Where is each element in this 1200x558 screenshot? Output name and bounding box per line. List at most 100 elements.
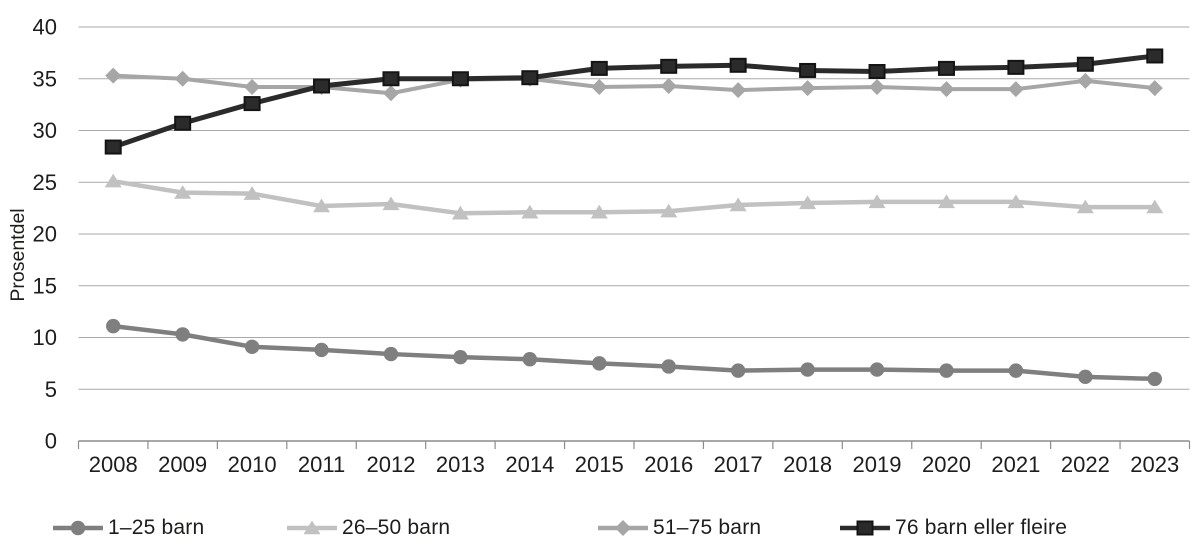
legend-label: 76 barn eller fleire (895, 516, 1068, 539)
square-marker-icon (1146, 48, 1164, 64)
circle-marker-icon (800, 362, 815, 377)
circle-marker-icon (314, 342, 329, 358)
square-marker-icon (799, 62, 817, 78)
triangle-marker-icon (104, 173, 122, 188)
x-tick-label: 2011 (298, 452, 345, 477)
y-tick-label: 40 (33, 15, 57, 40)
triangle-marker-icon (382, 196, 400, 211)
x-tick-label: 2023 (1130, 452, 1179, 477)
square-marker-icon (451, 71, 469, 87)
diamond-marker-icon (1146, 80, 1163, 97)
diamond-marker-icon (244, 79, 261, 96)
x-tick-label: 2019 (853, 452, 902, 477)
y-tick-labels: 0 5 10 15 20 25 30 35 40 (33, 15, 57, 454)
square-marker-icon (313, 78, 331, 94)
diamond-marker-icon (730, 82, 747, 99)
y-tick-label: 0 (45, 429, 57, 454)
y-tick-label: 25 (33, 170, 57, 195)
chart-plot-area: 0 5 10 15 20 25 30 35 40 2008 2009 2010 2011 2012 2013… (7, 15, 1191, 477)
x-tick-label: 2015 (575, 452, 624, 477)
square-marker-icon (729, 57, 747, 73)
diamond-marker-icon (1077, 72, 1094, 89)
x-tick-labels: 2008 2009 2010 2011 2012 2013 2014 2015 2016 2017… (89, 452, 1180, 477)
chart-legend: 1–25 barn 26–50 barn 51–75 barn 76 barn … (0, 514, 1200, 544)
square-marker-icon (382, 71, 400, 87)
circle-marker-icon (175, 327, 190, 342)
diamond-marker-icon (799, 80, 816, 97)
series-line (110, 323, 1158, 382)
square-marker-icon (868, 64, 886, 80)
legend-item-1-25-barn: 1–25 barn (53, 514, 204, 542)
circle-marker-icon (869, 362, 885, 377)
series-circle (106, 318, 1162, 387)
triangle-marker-icon (660, 203, 678, 218)
triangle-marker-icon (303, 520, 321, 535)
y-tick-label: 10 (33, 325, 57, 350)
triangle-marker-icon (313, 198, 331, 213)
diamond-marker-icon (591, 79, 608, 96)
series-square (104, 48, 1164, 155)
circle-marker-icon (939, 363, 954, 378)
legend-label: 26–50 barn (342, 516, 451, 539)
diamond-marker-icon (615, 520, 631, 536)
circle-marker-icon (592, 356, 607, 371)
square-marker-icon (1007, 59, 1025, 75)
circle-marker-icon (383, 346, 399, 362)
square-marker-icon (937, 60, 955, 76)
x-tick-label: 2010 (228, 452, 277, 477)
diamond-marker-icon (174, 70, 191, 87)
x-tick-label: 2008 (89, 452, 138, 477)
triangle-marker-icon (799, 195, 817, 210)
triangle-marker-icon (868, 194, 886, 209)
diamond-marker-icon (1007, 81, 1024, 98)
series-line (110, 53, 1158, 150)
diamond-marker-icon (382, 85, 399, 102)
square-marker-icon (243, 96, 261, 112)
legend-item-26-50-barn: 26–50 barn (287, 514, 450, 542)
series-line (111, 73, 1157, 96)
circle-marker-icon (1078, 369, 1093, 385)
triangle-marker-icon (937, 194, 955, 209)
square-marker-icon (660, 58, 678, 74)
legend-label: 51–75 barn (653, 516, 762, 539)
square-marker-icon (174, 115, 192, 131)
legend-triangle-marker-icon (287, 520, 337, 535)
series-triangle (104, 173, 1164, 220)
y-axis-title: Prosentdel (7, 208, 29, 301)
series-diamond (105, 67, 1163, 102)
circle-marker-icon (730, 363, 746, 378)
diamond-marker-icon (869, 79, 886, 96)
circle-marker-icon (661, 359, 676, 374)
legend-square-marker-icon (840, 520, 890, 536)
x-tick-label: 2017 (714, 452, 763, 477)
square-marker-icon (590, 60, 608, 76)
x-tick-label: 2016 (644, 452, 693, 477)
y-tick-label: 30 (33, 118, 57, 143)
triangle-marker-icon (243, 186, 261, 200)
triangle-marker-icon (729, 197, 747, 212)
triangle-marker-icon (451, 205, 469, 220)
circle-marker-icon (70, 520, 86, 536)
y-tick-label: 15 (33, 273, 57, 298)
circle-marker-icon (1008, 363, 1024, 378)
x-tick-label: 2021 (991, 452, 1040, 477)
triangle-marker-icon (1146, 199, 1164, 214)
gridlines (78, 26, 1190, 390)
triangle-marker-icon (174, 185, 192, 199)
series-line (110, 178, 1158, 216)
triangle-marker-icon (1076, 199, 1094, 214)
x-tick-label: 2013 (436, 452, 485, 477)
legend-circle-marker-icon (53, 520, 103, 536)
legend-diamond-marker-icon (598, 520, 648, 536)
legend-item-51-75-barn: 51–75 barn (598, 514, 761, 542)
diamond-marker-icon (938, 81, 955, 98)
legend-label: 1–25 barn (108, 516, 205, 539)
legend-item-76-barn-eller-fleire: 76 barn eller fleire (840, 514, 1067, 542)
triangle-marker-icon (590, 204, 608, 219)
diamond-marker-icon (105, 67, 122, 84)
x-tick-label: 2018 (783, 452, 832, 477)
circle-marker-icon (106, 318, 121, 334)
y-tick-label: 35 (33, 66, 57, 91)
x-tick-label: 2020 (922, 452, 971, 477)
